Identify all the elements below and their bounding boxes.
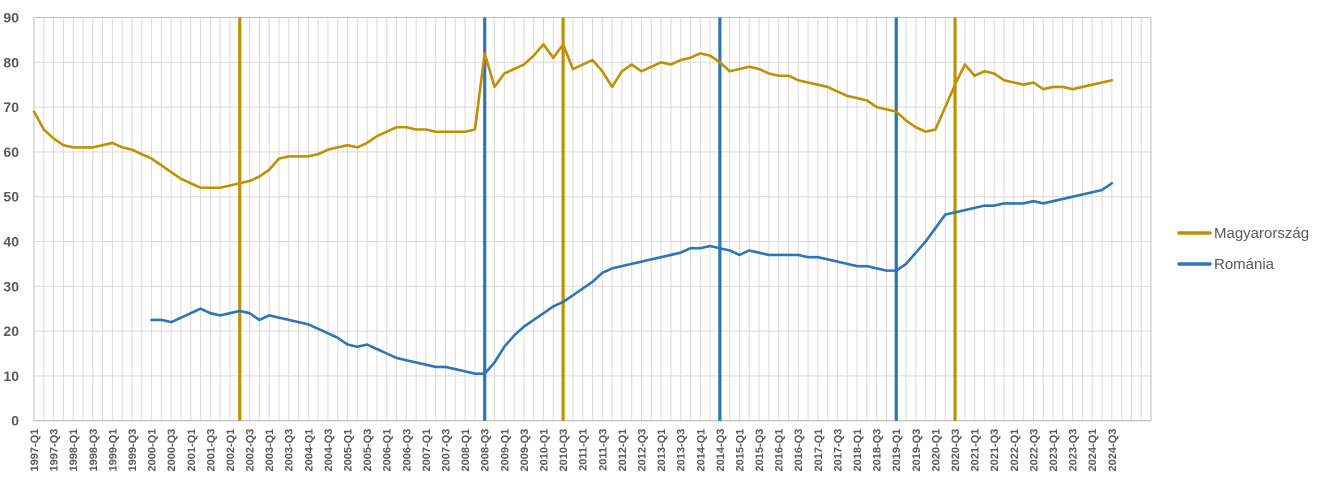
svg-text:2013-Q3: 2013-Q3 xyxy=(676,429,688,472)
svg-text:30: 30 xyxy=(3,278,19,294)
svg-text:2010-Q1: 2010-Q1 xyxy=(539,429,551,472)
svg-text:1999-Q3: 1999-Q3 xyxy=(127,429,139,472)
svg-text:2002-Q3: 2002-Q3 xyxy=(245,429,257,472)
svg-text:2022-Q1: 2022-Q1 xyxy=(1009,429,1021,472)
svg-text:2008-Q3: 2008-Q3 xyxy=(480,429,492,472)
svg-text:2005-Q3: 2005-Q3 xyxy=(362,429,374,472)
svg-text:2012-Q3: 2012-Q3 xyxy=(636,429,648,472)
svg-text:2024-Q3: 2024-Q3 xyxy=(1107,429,1119,472)
svg-text:2006-Q3: 2006-Q3 xyxy=(401,429,413,472)
svg-text:2011-Q1: 2011-Q1 xyxy=(578,429,590,471)
svg-text:2019-Q1: 2019-Q1 xyxy=(891,429,903,472)
svg-text:2016-Q1: 2016-Q1 xyxy=(774,429,786,472)
svg-text:2018-Q1: 2018-Q1 xyxy=(852,429,864,472)
svg-text:70: 70 xyxy=(3,99,19,115)
svg-text:2012-Q1: 2012-Q1 xyxy=(617,429,629,472)
svg-text:2014-Q3: 2014-Q3 xyxy=(715,429,727,472)
svg-text:0: 0 xyxy=(11,413,19,429)
svg-text:2010-Q3: 2010-Q3 xyxy=(558,429,570,472)
svg-text:2011-Q3: 2011-Q3 xyxy=(597,429,609,471)
svg-text:2003-Q1: 2003-Q1 xyxy=(264,429,276,472)
svg-text:2007-Q1: 2007-Q1 xyxy=(421,429,433,472)
svg-text:2021-Q1: 2021-Q1 xyxy=(970,429,982,472)
svg-text:2022-Q3: 2022-Q3 xyxy=(1028,429,1040,472)
svg-text:2004-Q3: 2004-Q3 xyxy=(323,429,335,472)
svg-text:Magyarország: Magyarország xyxy=(1214,225,1309,242)
svg-text:2009-Q3: 2009-Q3 xyxy=(519,429,531,472)
svg-text:80: 80 xyxy=(3,54,19,70)
svg-text:2004-Q1: 2004-Q1 xyxy=(303,429,315,472)
svg-text:2003-Q3: 2003-Q3 xyxy=(284,429,296,472)
svg-text:2008-Q1: 2008-Q1 xyxy=(460,429,472,472)
svg-text:2021-Q3: 2021-Q3 xyxy=(989,429,1001,472)
svg-text:Románia: Románia xyxy=(1214,256,1275,273)
svg-text:50: 50 xyxy=(3,189,19,205)
svg-text:90: 90 xyxy=(3,10,19,26)
svg-text:2023-Q1: 2023-Q1 xyxy=(1048,429,1060,472)
svg-text:2024-Q1: 2024-Q1 xyxy=(1087,429,1099,472)
svg-text:20: 20 xyxy=(3,323,19,339)
svg-text:2017-Q3: 2017-Q3 xyxy=(832,429,844,472)
svg-text:1997-Q3: 1997-Q3 xyxy=(49,429,61,472)
svg-text:2020-Q3: 2020-Q3 xyxy=(950,429,962,472)
svg-text:2002-Q1: 2002-Q1 xyxy=(225,429,237,472)
svg-text:2023-Q3: 2023-Q3 xyxy=(1068,429,1080,472)
svg-text:2015-Q1: 2015-Q1 xyxy=(734,429,746,472)
svg-text:1998-Q1: 1998-Q1 xyxy=(68,429,80,472)
svg-text:2015-Q3: 2015-Q3 xyxy=(754,429,766,472)
svg-text:2001-Q1: 2001-Q1 xyxy=(186,429,198,472)
svg-text:2018-Q3: 2018-Q3 xyxy=(872,429,884,472)
svg-text:60: 60 xyxy=(3,144,19,160)
svg-text:2007-Q3: 2007-Q3 xyxy=(441,429,453,472)
svg-text:2005-Q1: 2005-Q1 xyxy=(343,429,355,472)
svg-text:1999-Q1: 1999-Q1 xyxy=(107,429,119,472)
svg-text:10: 10 xyxy=(3,368,19,384)
svg-text:2000-Q3: 2000-Q3 xyxy=(166,429,178,472)
svg-text:1998-Q3: 1998-Q3 xyxy=(88,429,100,472)
svg-text:2013-Q1: 2013-Q1 xyxy=(656,429,668,472)
svg-text:2000-Q1: 2000-Q1 xyxy=(147,429,159,472)
svg-text:40: 40 xyxy=(3,234,19,250)
svg-text:2014-Q1: 2014-Q1 xyxy=(695,429,707,472)
svg-text:1997-Q1: 1997-Q1 xyxy=(29,429,41,472)
svg-text:2006-Q1: 2006-Q1 xyxy=(382,429,394,472)
svg-text:2017-Q1: 2017-Q1 xyxy=(813,429,825,472)
svg-text:2020-Q1: 2020-Q1 xyxy=(930,429,942,472)
svg-text:2016-Q3: 2016-Q3 xyxy=(793,429,805,472)
svg-text:2001-Q3: 2001-Q3 xyxy=(205,429,217,472)
svg-text:2019-Q3: 2019-Q3 xyxy=(911,429,923,472)
svg-text:2009-Q1: 2009-Q1 xyxy=(499,429,511,472)
